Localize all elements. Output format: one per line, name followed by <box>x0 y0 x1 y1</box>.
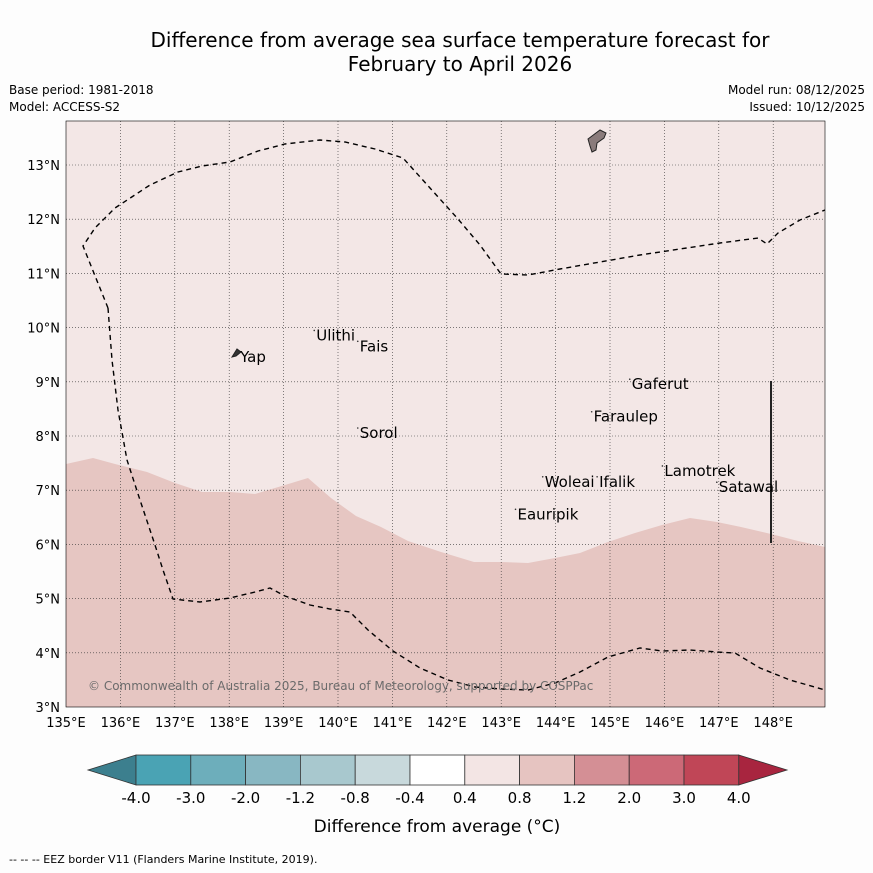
title-line-1: Difference from average sea surface temp… <box>150 28 770 52</box>
x-tick-label: 137°E <box>155 716 195 731</box>
x-tick-label: 146°E <box>645 716 685 731</box>
island-label: Sorol <box>360 424 398 442</box>
island-marker <box>313 329 316 332</box>
x-tick-label: 148°E <box>753 716 793 731</box>
island-marker <box>596 475 598 478</box>
model-run: Model run: 08/12/2025 <box>727 83 865 97</box>
colorbar-extend-high <box>738 754 789 786</box>
y-tick-label: 9°N <box>36 376 61 391</box>
anomaly-zone-0.4-0.8 <box>66 121 825 707</box>
colorbar-tick-label: 0.4 <box>453 789 477 807</box>
island-label: Yap <box>239 348 266 366</box>
eez-border-south <box>107 307 825 691</box>
model-name: Model: ACCESS-S2 <box>9 100 121 114</box>
island-marker <box>356 427 359 429</box>
colorbar-tick-label: 2.0 <box>617 789 641 807</box>
lat-lon-grid <box>66 121 825 707</box>
island-label: Fais <box>360 337 389 355</box>
meta-left: Base period: 1981-2018 Model: ACCESS-S2 <box>9 82 154 116</box>
x-tick-label: 138°E <box>209 716 249 731</box>
island-marker <box>628 378 631 381</box>
y-tick-label: 13°N <box>27 159 60 174</box>
island-label: Eauripik <box>518 505 579 523</box>
y-tick-label: 7°N <box>36 484 61 499</box>
y-tick-label: 4°N <box>36 647 61 662</box>
title-line-2: February to April 2026 <box>347 52 573 76</box>
y-tick-label: 12°N <box>27 213 60 228</box>
colorbar: -4.0 -3.0 -2.0 -1.2 -0.8 -0.4 0.4 0.8 1.2 2.0 3.0 4… <box>86 754 789 837</box>
x-tick-label: 141°E <box>373 716 413 731</box>
x-tick-label: 142°E <box>427 716 467 731</box>
island-label: Ulithi <box>316 326 355 344</box>
y-tick-label: 3°N <box>36 701 61 716</box>
y-tick-label: 5°N <box>36 593 61 608</box>
island-label: Ifalik <box>599 473 635 491</box>
x-tick-label: 147°E <box>699 716 739 731</box>
island-marker <box>661 465 664 467</box>
x-tick-label: 144°E <box>536 716 576 731</box>
x-tick-label: 136°E <box>101 716 141 731</box>
yap-island <box>230 348 242 358</box>
colorbar-swatch <box>464 754 520 786</box>
anomaly-zone-0.8-1.2 <box>66 458 825 707</box>
meta-right: Model run: 08/12/2025 Issued: 10/12/2025 <box>728 82 865 116</box>
colorbar-swatch <box>519 754 575 786</box>
issued-date: Issued: 10/12/2025 <box>749 100 865 114</box>
colorbar-label: Difference from average (°C) <box>314 817 561 837</box>
colorbar-tick-label: 3.0 <box>672 789 696 807</box>
island-label: Woleai <box>545 473 595 491</box>
eez-border <box>82 139 825 309</box>
colorbar-swatch <box>354 754 411 786</box>
copyright-text: © Commonwealth of Australia 2025, Bureau… <box>88 679 593 693</box>
axis-ticks: 135°E 136°E 137°E 138°E 139°E 140°E 141°E 142°E… <box>27 159 793 731</box>
island-marker <box>356 340 359 343</box>
island-label: Gaferut <box>632 375 689 393</box>
island-label: Faraulep <box>594 408 658 426</box>
colorbar-tick-label: 0.8 <box>508 789 532 807</box>
island-marker <box>514 508 517 511</box>
colorbar-tick-label: -0.8 <box>341 789 370 807</box>
colorbar-swatch <box>135 754 192 786</box>
x-tick-label: 135°E <box>46 716 86 731</box>
colorbar-swatch <box>628 754 685 786</box>
map-frame <box>65 120 826 708</box>
colorbar-tick-label: -2.0 <box>231 789 260 807</box>
x-tick-label: 145°E <box>590 716 630 731</box>
x-tick-label: 140°E <box>318 716 358 731</box>
base-period: Base period: 1981-2018 <box>9 83 154 97</box>
island-label: Satawal <box>719 478 778 496</box>
colorbar-tick-label: -4.0 <box>121 789 150 807</box>
x-tick-label: 139°E <box>264 716 304 731</box>
y-tick-label: 8°N <box>36 430 61 445</box>
colorbar-swatch <box>190 754 247 786</box>
colorbar-tick-label: -1.2 <box>286 789 315 807</box>
colorbar-tick-label: 4.0 <box>727 789 751 807</box>
map-title: Difference from average sea surface temp… <box>60 28 860 76</box>
island-marker <box>590 410 593 413</box>
y-tick-label: 11°N <box>27 267 60 282</box>
x-tick-label: 143°E <box>481 716 521 731</box>
island-marker <box>541 475 544 478</box>
colorbar-tick-label: -3.0 <box>176 789 205 807</box>
colorbar-swatch <box>245 754 301 786</box>
colorbar-tick-label: -0.4 <box>395 789 424 807</box>
colorbar-swatch <box>409 754 466 786</box>
colorbar-swatch <box>683 754 740 786</box>
y-tick-label: 10°N <box>27 322 60 337</box>
guam-island <box>587 129 607 153</box>
island-labels: Yap Ulithi Fais Sorol Gaferut Faraulep Woleai I… <box>237 326 778 523</box>
y-tick-label: 6°N <box>36 538 61 553</box>
island-label: Lamotrek <box>664 462 735 480</box>
island-marker <box>716 481 718 484</box>
colorbar-extend-low <box>86 754 137 786</box>
colorbar-swatch <box>574 754 630 786</box>
eez-note: -- -- -- EEZ border V11 (Flanders Marine… <box>9 853 318 866</box>
colorbar-swatch <box>299 754 356 786</box>
colorbar-tick-label: 1.2 <box>562 789 586 807</box>
island-marker <box>237 351 239 353</box>
